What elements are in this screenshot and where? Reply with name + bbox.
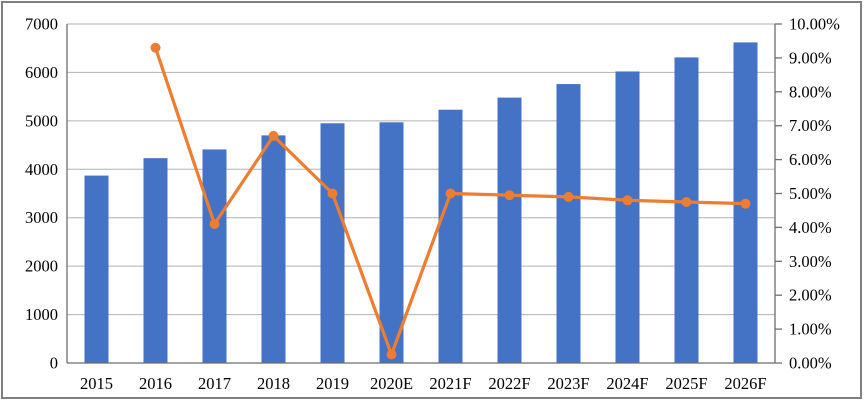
right-axis-label: 10.00% [789, 15, 840, 34]
growth-point-2016 [150, 42, 161, 53]
growth-point-2026F [740, 198, 751, 209]
right-axis-label: 2.00% [789, 286, 832, 305]
growth-point-2017 [209, 219, 220, 230]
x-axis-label-2025F: 2025F [665, 374, 707, 393]
bar-2023F [556, 84, 581, 364]
left-axis-label: 4000 [25, 160, 58, 179]
left-axis-label: 1000 [25, 305, 58, 324]
left-axis-label: 5000 [25, 111, 58, 130]
growth-point-2019 [327, 188, 338, 199]
x-axis-label-2020E: 2020E [370, 374, 413, 393]
left-axis-label: 7000 [25, 15, 58, 34]
x-axis-label-2023F: 2023F [547, 374, 589, 393]
x-axis-label-2024F: 2024F [606, 374, 648, 393]
growth-point-2022F [504, 190, 515, 201]
chart-frame [1, 1, 862, 399]
bar-2017 [202, 149, 227, 363]
bar-2019 [320, 123, 345, 364]
right-axis-label: 4.00% [789, 218, 832, 237]
x-axis-label-2017: 2017 [198, 374, 231, 393]
growth-point-2020E [386, 349, 397, 360]
bar-2025F [674, 57, 699, 364]
right-axis-label: 0.00% [789, 354, 832, 373]
bar-2020E [379, 122, 404, 363]
right-axis-label: 7.00% [789, 116, 832, 135]
x-axis-label-2015: 2015 [80, 374, 113, 393]
left-axis-label: 0 [50, 354, 58, 373]
x-axis-label-2026F: 2026F [724, 374, 766, 393]
x-axis-label-2022F: 2022F [488, 374, 530, 393]
right-axis-label: 1.00% [789, 320, 832, 339]
bar-2016 [143, 158, 168, 363]
x-axis-label-2018: 2018 [257, 374, 290, 393]
right-axis-label: 5.00% [789, 184, 832, 203]
right-axis-label: 9.00% [789, 48, 832, 67]
bar-2021F [438, 109, 463, 364]
bar-2018 [261, 135, 286, 363]
x-axis-label-2016: 2016 [139, 374, 172, 393]
growth-point-2021F [445, 188, 456, 199]
growth-point-2025F [681, 196, 692, 207]
growth-point-2024F [622, 195, 633, 206]
x-axis-label-2019: 2019 [316, 374, 349, 393]
right-axis-label: 6.00% [789, 150, 832, 169]
growth-point-2023F [563, 191, 574, 202]
right-axis-label: 3.00% [789, 252, 832, 271]
right-axis-label: 8.00% [789, 82, 832, 101]
left-axis-label: 6000 [25, 63, 58, 82]
bar-2024F [615, 71, 640, 364]
left-axis-label: 3000 [25, 208, 58, 227]
growth-point-2018 [268, 130, 279, 141]
x-axis-label-2021F: 2021F [429, 374, 471, 393]
bar-2015 [84, 175, 109, 363]
bar-2022F [497, 97, 522, 364]
left-axis-label: 2000 [25, 257, 58, 276]
